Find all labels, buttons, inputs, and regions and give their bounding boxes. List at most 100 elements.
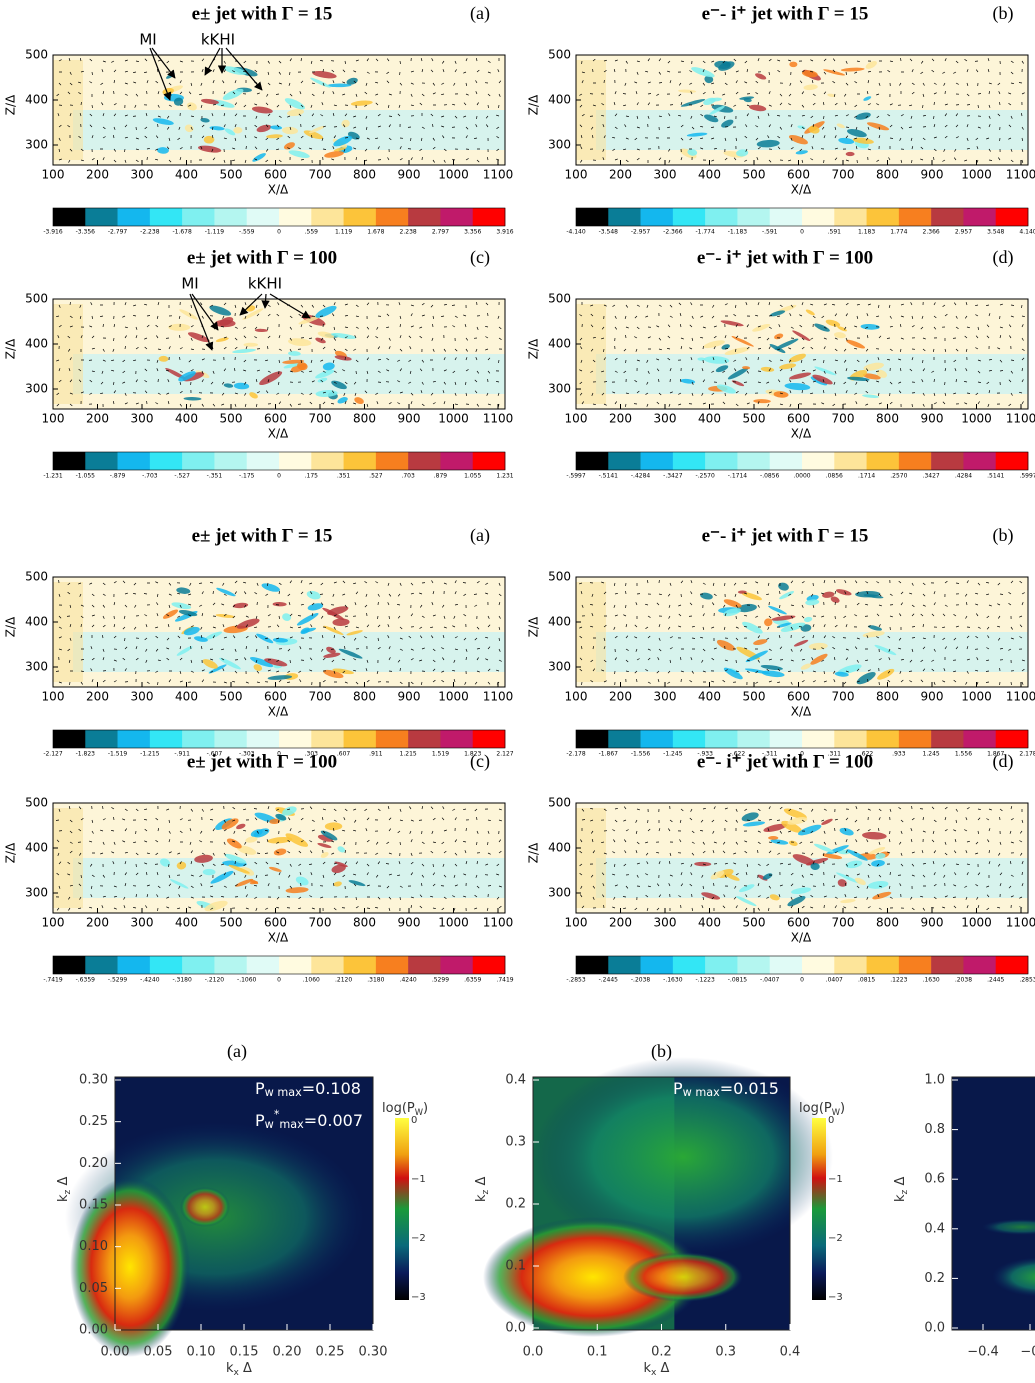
colorbar-cell xyxy=(834,452,867,470)
x-tick-label: 400 xyxy=(175,168,198,182)
colorbar-label: −1 xyxy=(828,1174,843,1185)
field-blob xyxy=(837,326,847,332)
colorbar-cell xyxy=(117,730,151,748)
field-blob xyxy=(810,653,828,665)
field-blob xyxy=(787,817,808,825)
colorbar-label: -2.178 xyxy=(566,751,586,758)
panel-letter: (a) xyxy=(470,3,490,24)
field-blob xyxy=(158,355,169,362)
y-tick-label: 0.3 xyxy=(505,1135,526,1150)
field-blob xyxy=(709,105,725,115)
x-tick-label: 100 xyxy=(42,916,65,930)
x-tick-label: 100 xyxy=(565,916,588,930)
y-axis-label: Z/Δ xyxy=(527,842,541,863)
x-tick-label: 800 xyxy=(353,916,376,930)
colorbar-label: .2038 xyxy=(955,977,972,984)
colorbar-label: .0407 xyxy=(826,977,843,984)
colorbar-label: -.1223 xyxy=(695,977,715,984)
colorbar-label: .2853 xyxy=(1019,977,1035,984)
field-blob xyxy=(836,123,845,129)
field-blob xyxy=(173,97,184,106)
y-tick-label: 500 xyxy=(25,292,48,306)
field-blob xyxy=(315,305,337,318)
field-blob xyxy=(852,137,874,144)
panel-title: e± jet with Γ = 100 xyxy=(187,247,337,268)
field-blob xyxy=(869,847,886,855)
field-blob xyxy=(704,75,714,84)
colorbar-cell xyxy=(149,730,183,748)
field-blob xyxy=(331,864,346,873)
field-blob xyxy=(856,671,876,685)
x-axis-label-symbol: k xyxy=(226,1361,234,1376)
y-tick-label: 400 xyxy=(548,337,571,351)
colorbar-cell xyxy=(737,956,771,974)
spectrum-note-sub2: max xyxy=(279,1118,304,1131)
field-blob xyxy=(700,592,713,600)
colorbar-label: -.2570 xyxy=(695,473,715,480)
colorbar-frame xyxy=(52,729,506,749)
field-blob xyxy=(288,351,301,356)
panels: e± jet with Γ = 15 (a) 100 200 300 400 500 600 7… xyxy=(4,3,1035,1378)
field-blob xyxy=(865,61,877,69)
colorbar-frame xyxy=(575,729,1029,749)
field-band xyxy=(596,354,1028,394)
field-blob xyxy=(333,881,342,887)
colorbar-cell xyxy=(802,956,835,974)
field-blob xyxy=(254,328,268,333)
colorbar-cell xyxy=(995,208,1029,226)
x-tick-label: 100 xyxy=(42,690,65,704)
field-blob xyxy=(178,371,196,382)
plot-frame xyxy=(575,298,1029,410)
colorbar-cell xyxy=(834,956,867,974)
colorbar-cell xyxy=(737,730,771,748)
colorbar-cell xyxy=(311,730,344,748)
y-axis-label: Z/Δ xyxy=(527,94,541,115)
field-blob xyxy=(704,356,730,364)
colorbar-cell xyxy=(311,208,344,226)
field-blob xyxy=(862,394,879,398)
x-axis-label: X/Δ xyxy=(791,931,812,945)
colorbar-label: 0 xyxy=(800,751,804,758)
field-blob xyxy=(709,97,722,102)
field-blob xyxy=(720,320,744,327)
field-blob xyxy=(874,644,897,656)
spectrum-note-sub: w xyxy=(265,1118,274,1131)
colorbar-frame xyxy=(52,207,506,227)
field-blob xyxy=(216,587,236,597)
field-blob xyxy=(741,812,759,822)
field-blob xyxy=(223,383,234,388)
spectrum-note-symbol: P xyxy=(673,1079,683,1098)
field-blob xyxy=(296,362,308,371)
x-tick-label: 0.30 xyxy=(359,1345,388,1360)
colorbar-cell xyxy=(769,452,803,470)
colorbar-cell xyxy=(576,208,609,226)
field-blob xyxy=(334,861,348,868)
field-blob xyxy=(778,582,789,591)
field-blob xyxy=(725,873,740,881)
x-axis-label: X/Δ xyxy=(791,183,812,197)
x-tick-label: 700 xyxy=(309,168,332,182)
field-blob xyxy=(348,880,366,887)
colorbar-cell xyxy=(85,452,118,470)
y-tick-label: 0.10 xyxy=(79,1239,108,1254)
colorbar-cell xyxy=(343,730,377,748)
x-tick-label: 500 xyxy=(743,916,766,930)
field-blob xyxy=(812,374,833,385)
colorbar-title-symbol: log(P xyxy=(382,1101,415,1116)
x-tick-label: 500 xyxy=(220,916,243,930)
field-blob xyxy=(834,332,846,339)
x-tick-label: 200 xyxy=(609,690,632,704)
field-blob xyxy=(333,146,347,152)
colorbar-label: -1.055 xyxy=(76,473,96,480)
field-band xyxy=(53,808,83,908)
panel-letter: (c) xyxy=(470,751,490,772)
field-blob xyxy=(219,317,234,326)
colorbar-cell xyxy=(440,956,474,974)
colorbar-cell xyxy=(440,452,474,470)
colorbar-label: 0 xyxy=(800,977,804,984)
field-blob xyxy=(797,824,822,836)
colorbar-label: .622 xyxy=(860,751,874,758)
y-axis-label-text: Δ xyxy=(56,1177,71,1190)
colorbar-cell xyxy=(705,730,738,748)
colorbar xyxy=(395,1118,409,1300)
